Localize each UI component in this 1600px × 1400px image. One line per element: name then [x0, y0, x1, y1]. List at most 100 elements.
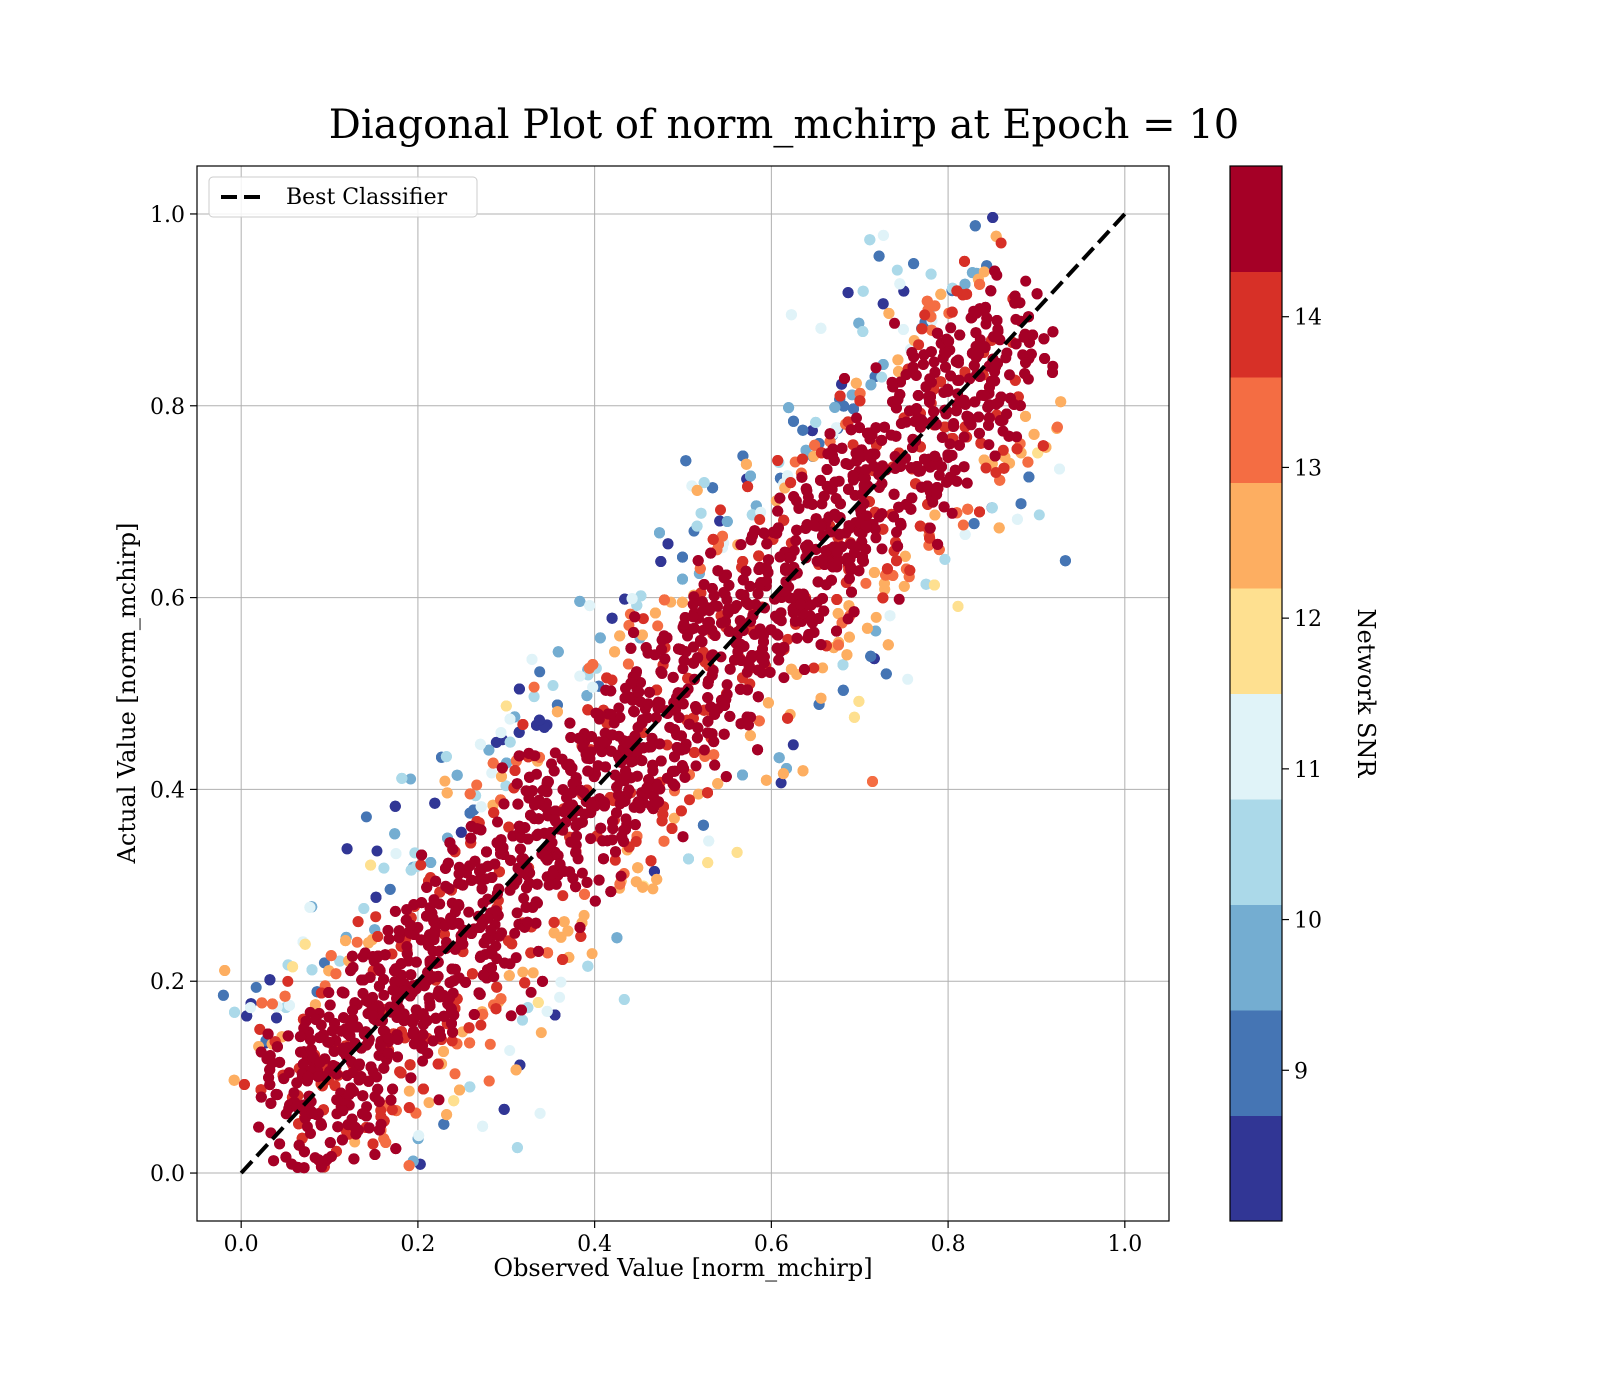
scatter-point	[464, 788, 476, 800]
scatter-point	[707, 482, 719, 494]
scatter-point	[531, 878, 543, 890]
scatter-point	[783, 552, 795, 564]
scatter-point	[870, 625, 882, 637]
scatter-point	[219, 965, 231, 976]
scatter-point	[914, 520, 926, 532]
scatter-point	[1054, 463, 1065, 475]
scatter-points	[217, 212, 1071, 1174]
scatter-point	[314, 1056, 326, 1068]
scatter-point	[797, 424, 809, 436]
scatter-point	[709, 759, 721, 771]
scatter-point	[809, 439, 821, 451]
scatter-point	[658, 594, 670, 606]
scatter-point	[415, 934, 427, 946]
scatter-point	[255, 1091, 267, 1103]
scatter-point	[389, 800, 401, 812]
scatter-point	[655, 755, 667, 767]
scatter-point	[637, 613, 649, 625]
scatter-point	[715, 617, 727, 629]
scatter-point	[914, 465, 926, 477]
scatter-point	[475, 950, 487, 962]
scatter-point	[946, 306, 958, 318]
scatter-point	[528, 681, 540, 693]
scatter-point	[687, 611, 699, 623]
scatter-point	[928, 579, 940, 591]
scatter-point	[919, 309, 931, 321]
scatter-point	[876, 508, 888, 520]
scatter-point	[503, 821, 515, 833]
scatter-point	[707, 533, 719, 545]
scatter-point	[925, 346, 937, 358]
scatter-point	[474, 988, 486, 1000]
scatter-point	[1055, 396, 1067, 408]
scatter-point	[547, 680, 559, 691]
scatter-point	[331, 1094, 343, 1106]
scatter-point	[453, 877, 465, 889]
scatter-point	[305, 1043, 317, 1055]
scatter-point	[337, 1105, 349, 1117]
scatter-point	[606, 674, 618, 686]
scatter-point	[924, 396, 935, 408]
scatter-point	[949, 464, 961, 476]
scatter-point	[924, 532, 936, 544]
scatter-point	[877, 229, 889, 241]
scatter-point	[731, 846, 743, 858]
scatter-point	[476, 918, 488, 930]
scatter-point	[989, 265, 1001, 277]
scatter-point	[788, 415, 799, 427]
scatter-point	[453, 868, 465, 880]
scatter-point	[440, 751, 452, 763]
scatter-point	[1022, 456, 1034, 468]
scatter-point	[703, 835, 715, 847]
scatter-point	[417, 1029, 429, 1041]
scatter-point	[894, 278, 906, 290]
scatter-point	[323, 1011, 335, 1023]
scatter-point	[929, 450, 941, 462]
scatter-point	[541, 1005, 553, 1017]
scatter-point	[515, 832, 527, 843]
scatter-point	[890, 461, 902, 473]
scatter-point	[343, 1089, 355, 1101]
scatter-point	[423, 1097, 435, 1109]
scatter-point	[389, 828, 401, 840]
scatter-point	[611, 932, 623, 944]
scatter-point	[608, 717, 620, 729]
scatter-point	[373, 963, 385, 975]
scatter-point	[708, 736, 720, 748]
scatter-point	[1011, 513, 1023, 525]
scatter-point	[637, 714, 649, 726]
scatter-point	[490, 1003, 502, 1015]
scatter-point	[997, 425, 1009, 437]
scatter-point	[683, 718, 695, 730]
scatter-point	[390, 1143, 402, 1155]
scatter-point	[953, 439, 965, 451]
scatter-point	[430, 875, 442, 887]
scatter-point	[662, 538, 674, 550]
scatter-point	[1031, 288, 1043, 300]
scatter-point	[877, 592, 889, 604]
scatter-point	[837, 684, 849, 696]
scatter-point	[990, 398, 1002, 410]
scatter-point	[973, 411, 985, 423]
scatter-point	[469, 855, 481, 867]
scatter-point	[298, 1146, 310, 1158]
scatter-point	[940, 347, 952, 359]
scatter-point	[745, 470, 756, 482]
scatter-point	[428, 894, 440, 906]
scatter-point	[505, 854, 517, 866]
scatter-point	[824, 428, 836, 440]
scatter-point	[369, 1091, 381, 1103]
scatter-point	[632, 862, 644, 874]
scatter-point	[530, 896, 542, 908]
scatter-point	[486, 962, 497, 974]
scatter-point	[962, 503, 974, 515]
scatter-point	[845, 424, 857, 436]
scatter-point	[942, 383, 954, 395]
scatter-point	[772, 522, 784, 534]
scatter-point	[815, 639, 827, 651]
scatter-point	[614, 630, 626, 642]
scatter-point	[870, 611, 882, 623]
scatter-point	[628, 706, 640, 718]
scatter-point	[771, 628, 782, 640]
scatter-point	[959, 529, 971, 540]
